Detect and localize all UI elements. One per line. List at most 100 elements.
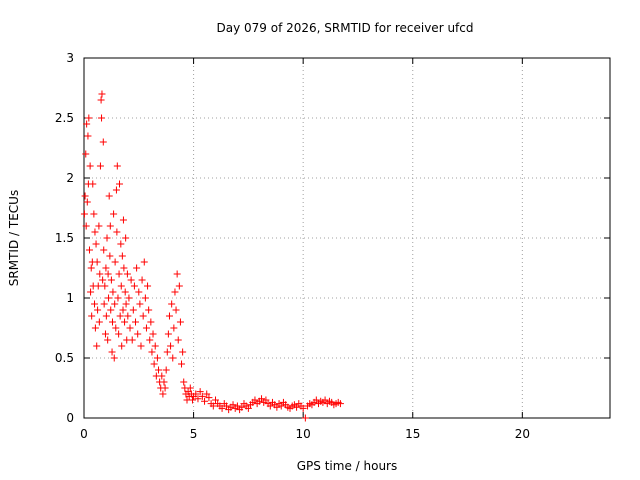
data-point (96, 162, 104, 170)
data-point (102, 312, 110, 320)
data-point (209, 402, 217, 410)
data-point (133, 264, 141, 272)
data-point (196, 388, 204, 396)
data-point (103, 234, 111, 242)
data-point (84, 132, 92, 140)
plot-frame (83, 57, 611, 419)
data-point (180, 378, 188, 386)
data-point (229, 401, 237, 409)
data-point (258, 395, 266, 403)
y-tick-label: 0 (66, 411, 74, 425)
data-point (273, 403, 281, 411)
data-point (130, 282, 138, 290)
data-point (203, 390, 211, 398)
data-point (163, 348, 171, 356)
data-point (149, 330, 157, 338)
data-point (125, 294, 133, 302)
data-point (94, 282, 102, 290)
data-point (262, 396, 270, 404)
data-point (159, 390, 167, 398)
data-point (277, 402, 285, 410)
data-point (127, 276, 135, 284)
data-point (158, 372, 166, 380)
data-point (168, 300, 176, 308)
data-point (95, 318, 103, 326)
data-point (116, 180, 124, 188)
data-point (212, 396, 219, 404)
data-point (119, 216, 127, 224)
data-point (139, 312, 147, 320)
data-point (120, 264, 128, 272)
y-axis-label: SRMTID / TECUs (7, 190, 21, 286)
data-point (155, 366, 163, 374)
data-point (122, 234, 130, 242)
data-point (112, 324, 120, 332)
data-point (91, 228, 99, 236)
data-point (162, 366, 170, 374)
data-point (93, 258, 101, 266)
data-point (164, 330, 172, 338)
data-point (104, 270, 112, 278)
x-tick-label: 20 (515, 427, 530, 441)
data-point (88, 312, 96, 320)
data-point (108, 348, 116, 356)
data-point (100, 246, 108, 254)
data-point (105, 192, 113, 200)
y-tick-label: 1 (66, 291, 74, 305)
data-point (150, 360, 158, 368)
data-point (101, 282, 109, 290)
data-point (90, 210, 98, 218)
data-point (167, 342, 175, 350)
data-point (145, 306, 153, 314)
data-point (293, 403, 301, 411)
data-point (175, 282, 183, 290)
data-point (96, 270, 104, 278)
data-point (106, 252, 114, 260)
data-point (89, 180, 97, 188)
data-point (107, 276, 115, 284)
data-point (98, 90, 106, 98)
data-point (102, 264, 110, 272)
data-point (119, 306, 127, 314)
data-point (161, 384, 169, 392)
data-point (86, 162, 94, 170)
data-point (122, 300, 130, 308)
data-point (140, 258, 148, 266)
data-point (85, 246, 93, 254)
data-point (113, 228, 121, 236)
data-point (117, 282, 125, 290)
axis-ticks: 0 5 10 15 20 0 0.5 1 1.5 2 2.5 3 (55, 51, 610, 441)
data-point (170, 324, 178, 332)
data-point (111, 300, 119, 308)
data-point (105, 294, 113, 302)
data-point (173, 270, 181, 278)
data-point (100, 300, 108, 308)
data-point (188, 396, 196, 404)
data-point (83, 120, 91, 128)
data-point (135, 288, 143, 296)
data-point (110, 210, 118, 218)
data-point (93, 342, 101, 350)
data-point (99, 138, 107, 146)
data-point (106, 222, 114, 230)
y-tick-label: 3 (66, 51, 74, 65)
data-point (80, 210, 88, 218)
data-point (87, 288, 95, 296)
data-point (115, 270, 123, 278)
data-point (198, 392, 206, 400)
data-point (201, 397, 209, 405)
data-point (136, 300, 144, 308)
data-point (151, 342, 159, 350)
data-point (178, 360, 186, 368)
data-point (244, 404, 252, 412)
data-point (108, 318, 116, 326)
data-point (104, 336, 112, 344)
data-point (147, 318, 155, 326)
data-point (91, 300, 99, 308)
data-point (99, 276, 107, 284)
data-point (171, 288, 179, 296)
data-point (165, 312, 173, 320)
data-point (87, 264, 95, 272)
data-point (251, 396, 259, 404)
data-point (141, 294, 149, 302)
